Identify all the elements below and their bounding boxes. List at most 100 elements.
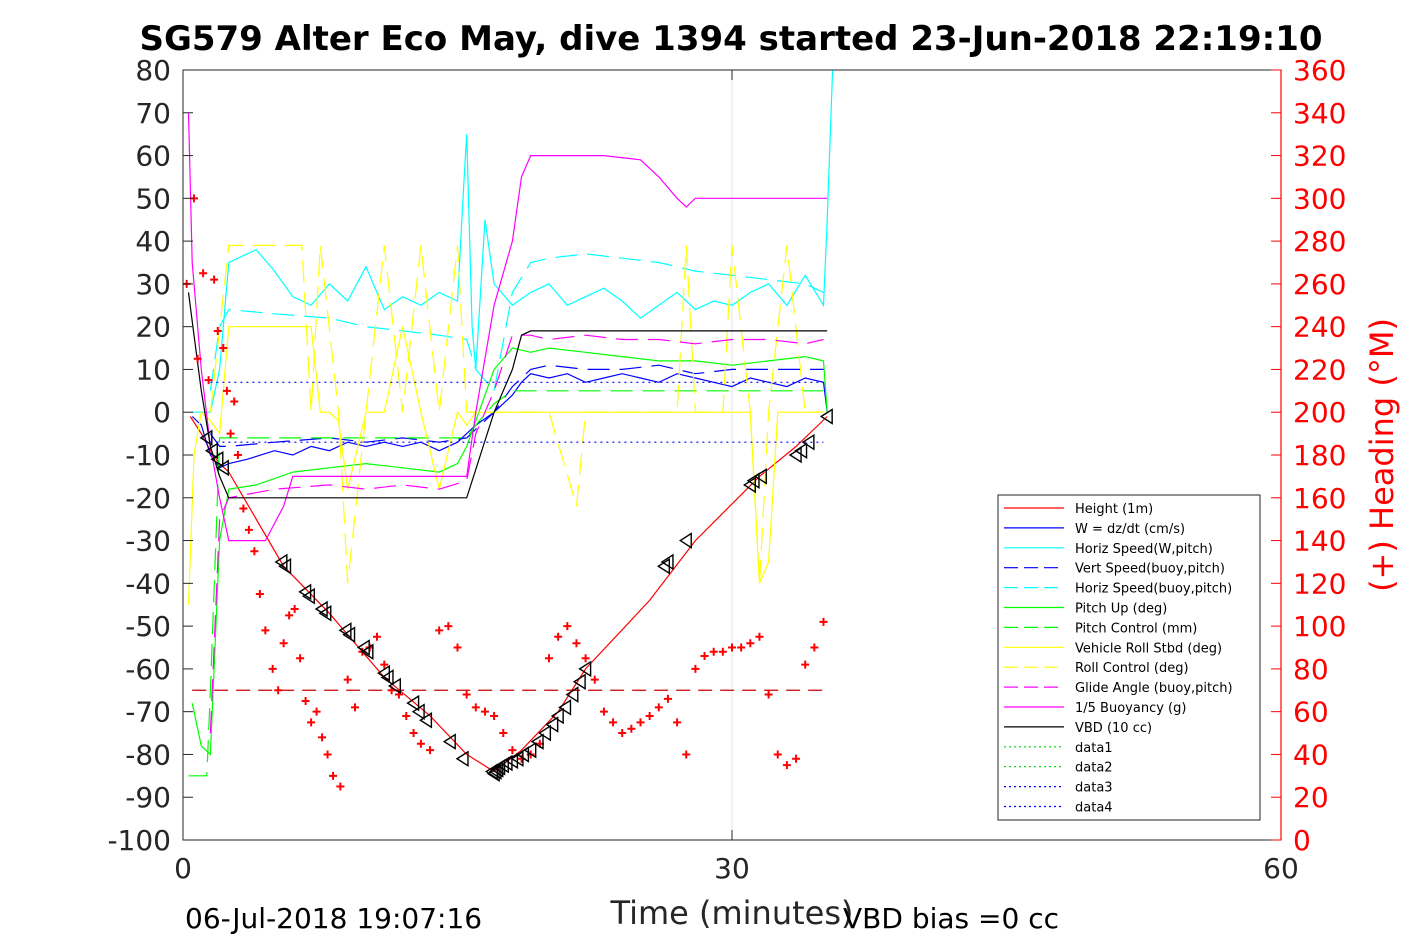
y2-tick-label: 120 [1293, 567, 1346, 600]
triangle-point [301, 587, 315, 605]
heading-point [329, 771, 338, 780]
heading-point [255, 590, 264, 599]
y-tick-label: -50 [125, 610, 171, 643]
triangle-point [406, 694, 420, 712]
legend-label-data4: data4 [1075, 801, 1113, 816]
heading-point [471, 703, 480, 712]
x-axis-label: Time (minutes) [610, 894, 854, 932]
triangle-point [678, 532, 692, 549]
heading-point [402, 711, 411, 720]
y2-tick-label: 160 [1293, 482, 1346, 515]
series-line-pitch-control-mm [188, 390, 824, 777]
heading-point [645, 711, 654, 720]
heading-point [572, 639, 581, 648]
triangle-point [484, 763, 498, 780]
triangle-point [523, 741, 537, 759]
y2-tick-label: 280 [1293, 225, 1346, 258]
y-tick-label: 50 [135, 182, 171, 215]
triangle-point [210, 451, 224, 468]
heading-point [210, 275, 219, 284]
heading-point [230, 397, 239, 406]
triangle-point [545, 716, 559, 733]
y-tick-label: 70 [135, 97, 171, 130]
series-line-w-dz-dt-cm-s [191, 373, 828, 469]
heading-point [301, 696, 310, 705]
x-tick-label: 30 [714, 852, 750, 885]
y2-tick-label: 200 [1293, 396, 1346, 429]
heading-point [409, 729, 418, 738]
triangle-point [318, 605, 332, 622]
heading-point [663, 694, 672, 703]
legend-label-w-dz-dt-cm-s: W = dz/dt (cm/s) [1075, 522, 1185, 537]
triangle-point [558, 699, 572, 716]
y2-tick-label: 260 [1293, 268, 1346, 301]
y2-tick-label: 300 [1293, 182, 1346, 215]
y2-tick-label: 80 [1293, 653, 1329, 686]
series-line-vbd-10-cc [187, 292, 828, 499]
triangle-point [516, 746, 530, 763]
legend-label-data2: data2 [1075, 761, 1113, 776]
y-tick-label: -10 [125, 439, 171, 472]
heading-point [193, 354, 202, 363]
y2-tick-label: 340 [1293, 97, 1346, 130]
legend-label-data1: data1 [1075, 741, 1113, 756]
legend-label-height-1m: Height (1m) [1075, 502, 1153, 517]
y2-axis-label: (+) Heading (°M) [1363, 318, 1401, 592]
heading-point [792, 754, 801, 763]
heading-point [296, 654, 305, 663]
heading-point [351, 703, 360, 712]
heading-point [782, 761, 791, 770]
triangle-point [530, 733, 544, 750]
y-tick-label: 30 [135, 268, 171, 301]
heading-point [490, 711, 499, 720]
heading-point [691, 664, 700, 673]
legend-label-1-5-buoyancy-g: 1/5 Buoyancy (g) [1075, 701, 1186, 716]
heading-point [268, 664, 277, 673]
heading-point [618, 729, 627, 738]
footer-timestamp: 06-Jul-2018 19:07:16 [185, 902, 482, 935]
heading-point [244, 525, 253, 534]
heading-point [499, 729, 508, 738]
heading-point [746, 639, 755, 648]
heading-point [718, 647, 727, 656]
y-tick-label: 80 [135, 54, 171, 87]
y2-tick-label: 180 [1293, 439, 1346, 472]
heading-point [737, 643, 746, 652]
y-tick-label: -60 [125, 653, 171, 686]
heading-point [700, 652, 709, 661]
y-tick-label: 20 [135, 311, 171, 344]
y-tick-label: -30 [125, 525, 171, 558]
triangle-point [499, 754, 513, 772]
legend-items: Height (1m) W = dz/dt (cm/s) Horiz Speed(W… [1004, 502, 1233, 816]
legend-label-vert-speed-buoy-pitch: Vert Speed(buoy,pitch) [1075, 562, 1225, 577]
heading-point [261, 626, 270, 635]
triangle-point [215, 459, 229, 477]
triangle-point [801, 433, 815, 451]
y2-tick-label: 240 [1293, 311, 1346, 344]
heading-point [480, 707, 489, 716]
heading-point [810, 643, 819, 652]
heading-point [222, 386, 231, 395]
y2-tick-label: 20 [1293, 781, 1329, 814]
heading-point [581, 654, 590, 663]
heading-point [554, 632, 563, 641]
series-line-roll-control-deg [209, 244, 824, 584]
heading-point [416, 739, 425, 748]
heading-point [343, 675, 352, 684]
triangle-point [442, 733, 456, 750]
heading-point [336, 782, 345, 791]
heading-point [233, 451, 242, 459]
heading-point [285, 611, 294, 620]
heading-point [204, 376, 213, 385]
y2-tick-label: 360 [1293, 54, 1346, 87]
heading-point [673, 718, 682, 727]
series-line-vehicle-roll-stbd-deg [187, 326, 824, 605]
heading-point [819, 617, 828, 626]
heading-point [213, 326, 222, 335]
triangle-point [660, 553, 674, 571]
heading-point [609, 718, 618, 727]
legend-label-horiz-speed-w-pitch: Horiz Speed(W,pitch) [1075, 542, 1213, 557]
heading-point [274, 686, 283, 695]
heading-point [764, 690, 773, 699]
series-line-horiz-speed-w-pitch [192, 69, 834, 413]
